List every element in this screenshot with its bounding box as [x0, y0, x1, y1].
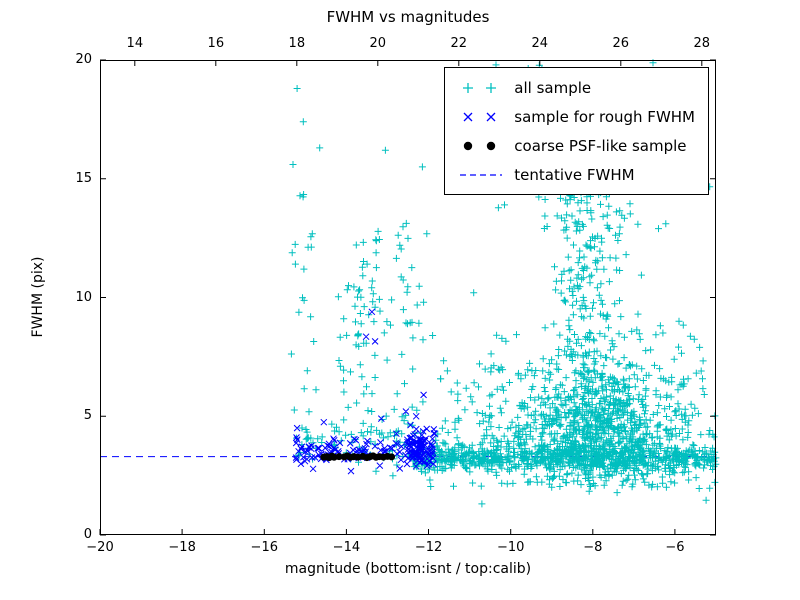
tick-marks	[99, 59, 716, 536]
legend-entry-all-sample: all sample	[458, 73, 695, 102]
dashed-line-icon	[460, 173, 503, 176]
x-tick-label: −8	[583, 540, 603, 555]
top-x-tick-label: 16	[207, 36, 225, 51]
top-x-tick-label: 20	[369, 36, 387, 51]
top-x-tick-label: 22	[450, 36, 468, 51]
legend-entry-tentative-fwhm: tentative FWHM	[458, 160, 695, 189]
psf-dot	[335, 453, 343, 461]
top-x-tick-label: 26	[612, 36, 630, 51]
legend-entry-psf-sample: coarse PSF-like sample	[458, 131, 695, 160]
x-tick-label: −16	[250, 540, 278, 555]
x-tick-label: −10	[496, 540, 525, 555]
y-tick-label: 20	[75, 52, 92, 67]
series-all-sample	[287, 59, 720, 508]
x-icon	[463, 112, 496, 121]
plus-icon	[463, 82, 497, 93]
top-x-tick-label: 28	[693, 36, 711, 51]
y-tick-label: 15	[75, 170, 92, 186]
legend-label: tentative FWHM	[514, 165, 635, 184]
y-axis-label: FWHM (pix)	[30, 256, 46, 338]
x-tick-label: −6	[665, 540, 685, 555]
x-tick-label: −20	[86, 540, 114, 555]
x-tick-label: −12	[414, 540, 443, 555]
top-x-tick-label: 14	[126, 36, 144, 51]
legend: all sample sample for rough FWHM coarse …	[444, 67, 709, 195]
top-x-tick-label: 18	[288, 36, 306, 51]
y-tick-label: 0	[83, 527, 92, 542]
legend-label: coarse PSF-like sample	[514, 136, 687, 155]
legend-label: sample for rough FWHM	[514, 107, 695, 126]
x-tick-label: −14	[332, 540, 361, 555]
y-tick-label: 10	[75, 289, 92, 305]
legend-entry-rough-fwhm: sample for rough FWHM	[458, 102, 695, 131]
legend-label: all sample	[514, 78, 592, 97]
y-tick-label: 5	[83, 408, 92, 424]
x-axis-label: magnitude (bottom:isnt / top:calib)	[284, 561, 532, 577]
chart-title: FWHM vs magnitudes	[326, 8, 490, 26]
dot-icon	[464, 141, 496, 150]
top-x-tick-label: 24	[531, 36, 549, 51]
x-tick-label: −18	[168, 540, 196, 555]
psf-dot	[388, 453, 396, 461]
